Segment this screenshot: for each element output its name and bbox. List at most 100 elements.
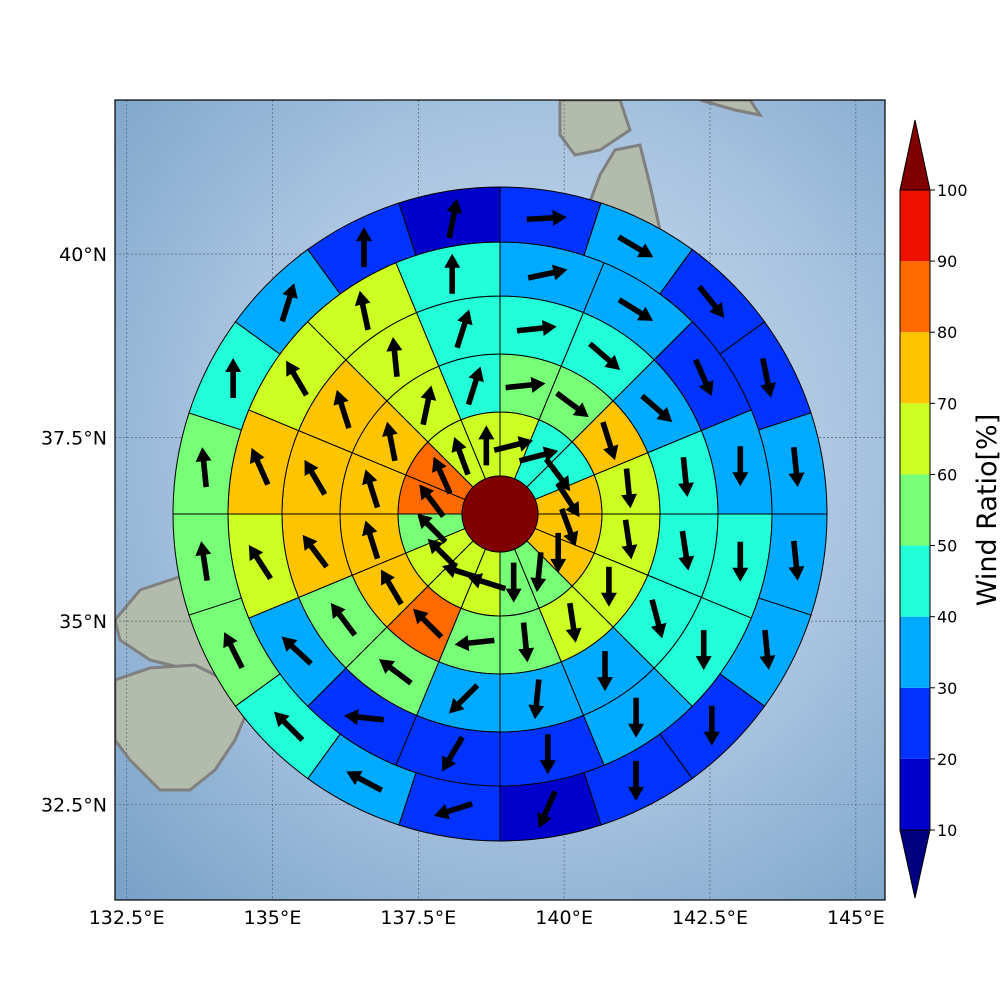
- center-disk: [461, 475, 539, 553]
- wind-arrow: [386, 336, 403, 378]
- colorbar-tick-label: 70: [937, 394, 957, 413]
- colorbar-segment: [900, 758, 930, 830]
- wind-arrow: [279, 283, 298, 323]
- colorbar-segment: [900, 403, 930, 475]
- lat-tick-label: 35°N: [59, 611, 107, 633]
- colorbar-tick-label: 10: [937, 821, 957, 840]
- wind-arrow: [454, 309, 473, 349]
- wind-arrow: [354, 290, 371, 331]
- wind-arrow: [617, 234, 654, 258]
- wind-sector: [398, 186, 501, 256]
- wind-arrow: [555, 390, 589, 418]
- wind-arrow: [530, 552, 547, 593]
- colorbar-frame: [899, 189, 931, 831]
- wind-arrow: [378, 659, 413, 686]
- colorbar-segment: [900, 261, 930, 333]
- wind-arrows: [195, 198, 805, 829]
- wind-arrow: [621, 468, 638, 509]
- wind-arrow: [274, 711, 305, 742]
- wind-arrow: [555, 482, 580, 518]
- wind-arrow: [223, 632, 245, 670]
- wind-arrow: [678, 530, 695, 571]
- lon-tick-label: 145°E: [827, 907, 885, 929]
- wind-arrow: [528, 679, 545, 720]
- lon-tick-label: 135°E: [244, 907, 302, 929]
- colorbar-label: Wind Ratio[%]: [972, 414, 1000, 606]
- wind-arrow: [703, 705, 720, 746]
- wind-arrow: [446, 198, 463, 239]
- wind-arrow: [382, 421, 398, 462]
- colorbar-segment: [900, 190, 930, 262]
- wind-arrow: [195, 447, 212, 488]
- colorbar: 10 20 30 40 50 60 70 80 90 100: [899, 119, 968, 899]
- wind-arrow: [380, 569, 404, 606]
- land-hokkaido-east: [699, 100, 764, 118]
- colorbar-tick-label: 80: [937, 323, 957, 342]
- wind-arrow: [518, 622, 535, 663]
- wind-arrow: [600, 566, 617, 607]
- land-shikoku: [115, 663, 252, 792]
- wind-arrow: [427, 538, 458, 570]
- wind-arrow: [559, 507, 579, 547]
- wind-arrow: [697, 284, 725, 318]
- colorbar-tick-label: 40: [937, 608, 957, 627]
- wind-arrow: [695, 630, 712, 671]
- wind-arrow: [516, 320, 557, 336]
- wind-arrow: [356, 227, 373, 268]
- wind-arrow: [621, 519, 638, 560]
- wind-arrow: [442, 562, 482, 581]
- land-hokkaido: [558, 100, 632, 157]
- colorbar-segment: [900, 616, 930, 688]
- wind-arrow: [527, 264, 568, 281]
- wind-arrow: [505, 562, 522, 603]
- colorbar-tick-label: 50: [937, 537, 957, 556]
- wind-arrow: [550, 532, 567, 573]
- wind-arrow: [600, 421, 619, 461]
- wind-arrow: [434, 801, 474, 820]
- wind-arrow: [465, 366, 484, 406]
- map-frame: [114, 99, 886, 901]
- colorbar-tick-label: 30: [937, 679, 957, 698]
- colorbar-segment: [900, 687, 930, 759]
- wind-arrow: [597, 651, 614, 692]
- colorbar-over-extend: [899, 119, 931, 191]
- wind-arrow: [588, 341, 621, 370]
- wind-arrow: [627, 760, 644, 801]
- latitude-tick-labels: 32.5°N 35°N 37.5°N 40°N: [41, 244, 107, 816]
- wind-arrow: [281, 636, 313, 666]
- lon-tick-label: 132.5°E: [89, 907, 165, 929]
- wind-arrow: [442, 735, 465, 772]
- wind-arrow: [759, 357, 776, 398]
- wind-arrow: [302, 534, 329, 569]
- wind-arrow: [649, 598, 667, 639]
- wind-arrow: [225, 358, 242, 399]
- wind-arrow: [419, 484, 446, 519]
- colorbar-segment: [900, 545, 930, 617]
- wind-arrow: [362, 520, 381, 560]
- wind-arrow: [732, 541, 749, 582]
- colorbar-tick-label: 60: [937, 465, 957, 484]
- wind-arrow: [444, 253, 461, 294]
- longitude-tick-labels: 132.5°E 135°E 137.5°E 140°E 142.5°E 145°E: [89, 907, 885, 929]
- wind-arrow: [333, 389, 352, 429]
- wind-arrow: [678, 456, 694, 498]
- wind-arrow: [539, 734, 556, 775]
- wind-arrow: [413, 608, 444, 640]
- wind-arrow: [454, 635, 495, 652]
- lon-tick-label: 137.5°E: [380, 907, 456, 929]
- wind-arrow: [526, 209, 567, 226]
- wind-arrow: [543, 457, 571, 492]
- wind-arrow: [640, 393, 673, 423]
- wind-arrow: [565, 602, 582, 643]
- wind-arrow: [286, 360, 309, 397]
- wind-arrow: [617, 297, 654, 321]
- wind-arrow: [330, 603, 358, 637]
- wind-arrow: [537, 790, 558, 829]
- wind-arrow: [417, 513, 448, 544]
- colorbar-tick-label: 20: [937, 750, 957, 769]
- wind-arrow: [432, 456, 453, 495]
- lat-tick-label: 37.5°N: [41, 428, 107, 450]
- wind-arrow: [304, 459, 328, 496]
- wind-arrow: [788, 540, 805, 581]
